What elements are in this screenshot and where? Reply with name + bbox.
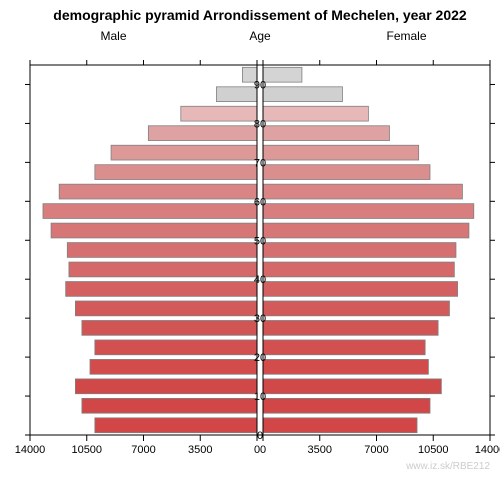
pyramid-chart: 0035003500700070001050010500140001400001… bbox=[0, 0, 500, 500]
female-bar bbox=[263, 126, 389, 141]
female-bar bbox=[263, 262, 454, 277]
male-bar bbox=[59, 184, 257, 199]
male-bar bbox=[43, 204, 257, 219]
y-tick-label: 50 bbox=[254, 235, 266, 247]
male-bar bbox=[75, 301, 257, 316]
male-bar bbox=[51, 223, 257, 238]
x-tick-label-male: 10500 bbox=[71, 444, 102, 456]
male-bar bbox=[69, 262, 257, 277]
female-bar bbox=[263, 67, 302, 82]
male-bar bbox=[82, 320, 257, 335]
male-bar bbox=[95, 340, 257, 355]
female-bar bbox=[263, 106, 368, 121]
female-bar bbox=[263, 398, 430, 413]
female-bar bbox=[263, 223, 469, 238]
chart-title: demographic pyramid Arrondissement of Me… bbox=[53, 7, 467, 23]
female-bar bbox=[263, 359, 428, 374]
female-bar bbox=[263, 145, 419, 160]
y-tick-label: 30 bbox=[254, 313, 266, 325]
x-tick-label-female: 10500 bbox=[418, 444, 449, 456]
female-bar bbox=[263, 87, 342, 102]
x-tick-label-male: 3500 bbox=[188, 444, 212, 456]
x-tick-label-female: 3500 bbox=[308, 444, 332, 456]
female-bar bbox=[263, 320, 438, 335]
y-tick-label: 60 bbox=[254, 196, 266, 208]
female-label: Female bbox=[386, 29, 426, 43]
y-tick-label: 70 bbox=[254, 157, 266, 169]
y-tick-label: 40 bbox=[254, 274, 266, 286]
y-tick-label: 0 bbox=[257, 430, 263, 442]
x-tick-label-male: 14000 bbox=[15, 444, 46, 456]
y-tick-label: 20 bbox=[254, 352, 266, 364]
x-ticks-top bbox=[30, 60, 490, 65]
x-tick-label-female: 0 bbox=[260, 444, 266, 456]
female-bar bbox=[263, 184, 462, 199]
male-bar bbox=[67, 243, 257, 258]
source-label: www.iz.sk/RBE212 bbox=[405, 461, 490, 472]
male-bar bbox=[75, 379, 257, 394]
female-bar bbox=[263, 165, 430, 180]
female-bar bbox=[263, 243, 456, 258]
female-bar bbox=[263, 301, 449, 316]
female-bar bbox=[263, 340, 425, 355]
male-bar bbox=[95, 418, 257, 433]
male-bar bbox=[90, 359, 257, 374]
age-label: Age bbox=[249, 29, 271, 43]
male-bar bbox=[82, 398, 257, 413]
male-bar bbox=[216, 87, 257, 102]
male-bar bbox=[148, 126, 257, 141]
female-bar bbox=[263, 282, 458, 297]
x-tick-label-male: 7000 bbox=[131, 444, 155, 456]
male-bar bbox=[95, 165, 257, 180]
y-tick-label: 90 bbox=[254, 79, 266, 91]
female-bar bbox=[263, 418, 417, 433]
y-tick-label: 10 bbox=[254, 391, 266, 403]
male-bar bbox=[181, 106, 257, 121]
male-bar bbox=[66, 282, 257, 297]
female-bar bbox=[263, 204, 474, 219]
female-bar bbox=[263, 379, 441, 394]
y-tick-label: 80 bbox=[254, 118, 266, 130]
x-tick-label-female: 14000 bbox=[475, 444, 500, 456]
male-bar bbox=[111, 145, 257, 160]
male-label: Male bbox=[100, 29, 126, 43]
x-tick-label-female: 7000 bbox=[364, 444, 388, 456]
